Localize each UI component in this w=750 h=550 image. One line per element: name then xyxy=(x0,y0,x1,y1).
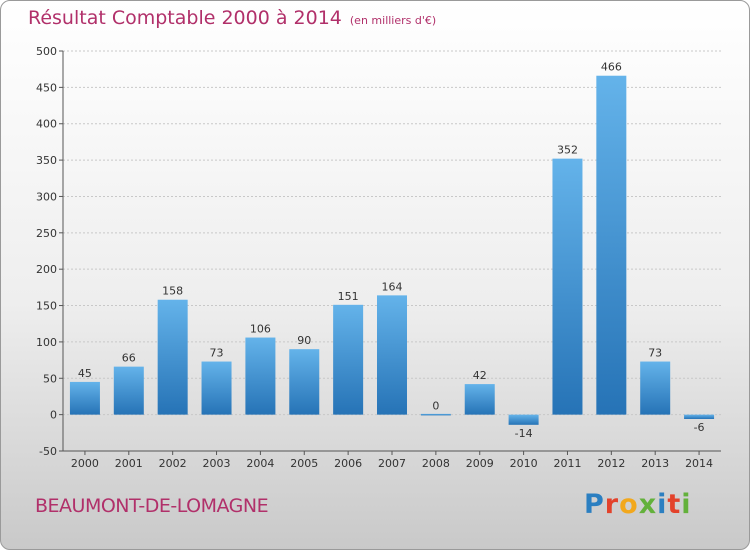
bar-2013 xyxy=(640,361,671,415)
x-tick-label-2003: 2003 xyxy=(203,457,231,470)
data-label-2008: 0 xyxy=(432,400,439,413)
y-tick-label: -50 xyxy=(39,445,57,458)
bar-2006 xyxy=(333,304,364,415)
bar-2007 xyxy=(377,295,407,415)
bar-2012 xyxy=(596,75,627,415)
y-tick-label: 500 xyxy=(36,45,57,58)
x-tick-label-2000: 2000 xyxy=(71,457,99,470)
x-tick-label-2010: 2010 xyxy=(510,457,538,470)
x-tick-label-2001: 2001 xyxy=(115,457,143,470)
bar-2010 xyxy=(508,414,539,425)
bar-2009 xyxy=(464,384,495,415)
y-tick-label: 450 xyxy=(36,81,57,94)
data-label-2005: 90 xyxy=(297,334,311,347)
x-tick-label-2008: 2008 xyxy=(422,457,450,470)
data-label-2001: 66 xyxy=(122,352,136,365)
x-tick-label-2012: 2012 xyxy=(597,457,625,470)
y-tick-label: 250 xyxy=(36,227,57,240)
y-tick-label: 350 xyxy=(36,154,57,167)
bar-2014 xyxy=(684,414,715,419)
logo-letter: o xyxy=(619,489,639,520)
data-label-2007: 164 xyxy=(382,280,403,293)
data-label-2010: -14 xyxy=(515,427,533,440)
data-label-2006: 151 xyxy=(338,290,359,303)
logo-letter: x xyxy=(638,489,658,520)
x-tick-label-2004: 2004 xyxy=(246,457,274,470)
proxiti-logo: Proxiti xyxy=(584,489,692,520)
data-label-2004: 106 xyxy=(250,323,271,336)
x-tick-label-2009: 2009 xyxy=(466,457,494,470)
bar-2008 xyxy=(420,413,451,416)
data-label-2011: 352 xyxy=(557,144,578,157)
y-tick-label: 100 xyxy=(36,336,57,349)
x-tick-label-2011: 2011 xyxy=(553,457,581,470)
logo-letter: i xyxy=(681,489,692,520)
logo-letter: P xyxy=(584,489,605,520)
bar-2004 xyxy=(245,337,276,415)
x-tick-label-2014: 2014 xyxy=(685,457,713,470)
data-label-2012: 466 xyxy=(601,61,622,74)
y-tick-label: 150 xyxy=(36,300,57,313)
y-tick-label: 400 xyxy=(36,118,57,131)
chart-title: Résultat Comptable 2000 à 2014 xyxy=(28,7,342,29)
x-tick-label-2005: 2005 xyxy=(290,457,318,470)
logo-letter: r xyxy=(604,489,620,520)
bar-2003 xyxy=(201,361,232,415)
x-tick-label-2006: 2006 xyxy=(334,457,362,470)
data-label-2009: 42 xyxy=(473,369,487,382)
bar-2005 xyxy=(289,349,320,415)
y-tick-label: 0 xyxy=(50,409,57,422)
data-label-2002: 158 xyxy=(162,285,183,298)
logo-letter: i xyxy=(657,489,668,520)
y-tick-label: 200 xyxy=(36,263,57,276)
chart-subtitle: (en milliers d'€) xyxy=(349,14,437,27)
data-label-2014: -6 xyxy=(694,421,705,434)
y-tick-label: 300 xyxy=(36,190,57,203)
place-name: BEAUMONT-DE-LOMAGNE xyxy=(35,495,269,517)
logo-letter: t xyxy=(667,489,682,520)
y-tick-label: 50 xyxy=(43,372,57,385)
x-tick-label-2007: 2007 xyxy=(378,457,406,470)
data-label-2000: 45 xyxy=(78,367,92,380)
x-tick-label-2013: 2013 xyxy=(641,457,669,470)
bar-2002 xyxy=(157,299,188,415)
chart-header: Résultat Comptable 2000 à 2014 (en millie… xyxy=(28,7,436,29)
bar-2011 xyxy=(552,158,583,415)
bar-2000 xyxy=(69,381,100,415)
data-label-2013: 73 xyxy=(648,347,662,360)
x-tick-label-2002: 2002 xyxy=(159,457,187,470)
data-label-2003: 73 xyxy=(210,347,224,360)
bar-2001 xyxy=(113,366,144,415)
